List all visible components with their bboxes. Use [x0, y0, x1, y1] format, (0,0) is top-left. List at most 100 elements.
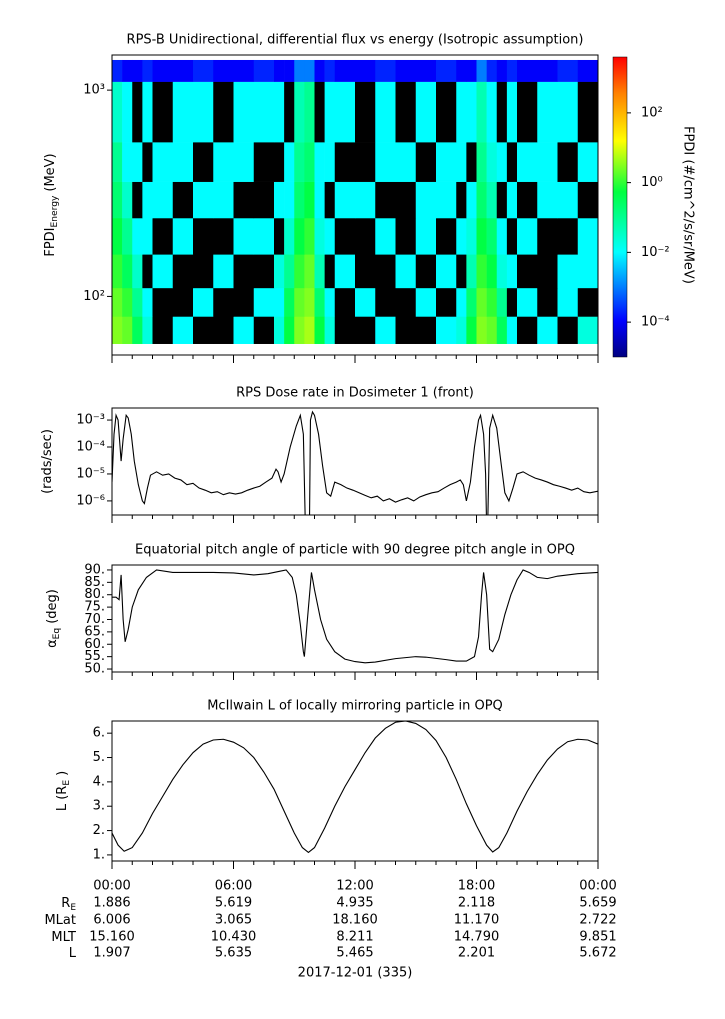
heatmap-cell — [253, 81, 275, 143]
ephemeris-value: 5.659 — [579, 896, 616, 911]
ephemeris-value: 2.201 — [458, 946, 495, 961]
y-tick-label: 65. — [84, 624, 105, 639]
heatmap-cell — [233, 254, 255, 289]
heatmap-cell — [557, 287, 579, 317]
heatmap-cell — [537, 181, 558, 219]
heatmap-cell — [172, 81, 194, 143]
heatmap-cell — [334, 59, 356, 82]
heatmap-cell — [456, 287, 467, 317]
heatmap-cell — [213, 181, 234, 219]
y-axis-label-tail: ) — [55, 771, 70, 776]
x-tick-label: 12:00 — [336, 879, 373, 894]
heatmap-cell — [395, 217, 417, 255]
heatmap-cell — [355, 316, 376, 344]
heatmap-cell — [284, 316, 295, 344]
heatmap-cell — [577, 142, 598, 182]
heatmap-cell — [456, 254, 467, 289]
heatmap-cell — [122, 142, 133, 182]
heatmap-cell — [486, 59, 498, 82]
y-tick-label: 3. — [93, 799, 105, 814]
y-tick-label: 85. — [84, 575, 105, 590]
heatmap-cell — [142, 287, 153, 317]
ephemeris-label-main: L — [69, 946, 77, 961]
y-tick-label: 50. — [84, 662, 105, 677]
heatmap-cell — [324, 287, 336, 317]
heatmap-cell — [456, 59, 467, 82]
ephemeris-label-main: MLat — [44, 913, 76, 928]
heatmap-cell — [314, 181, 325, 219]
heatmap-cell — [517, 81, 538, 143]
colorbar-tick-label: 10⁻⁴ — [641, 315, 670, 330]
heatmap-cell — [436, 142, 457, 182]
heatmap-cell — [132, 181, 143, 219]
heatmap-cell — [375, 287, 396, 317]
heatmap-cell — [324, 181, 336, 219]
heatmap-cell — [233, 217, 255, 255]
heatmap-cell — [557, 254, 579, 289]
y-axis-label: L (RE) — [55, 771, 72, 811]
heatmap-cell — [294, 316, 305, 344]
heatmap-cell — [506, 81, 518, 143]
heatmap-cell — [334, 217, 356, 255]
heatmap-cell — [577, 181, 598, 219]
heatmap-cell — [517, 59, 538, 82]
y-tick-label: 10³ — [83, 83, 105, 98]
heatmap-cell — [476, 287, 487, 317]
heatmap-cell — [375, 181, 396, 219]
heatmap-cell — [274, 59, 285, 82]
heatmap-cell — [496, 142, 508, 182]
heatmap-cell — [253, 254, 275, 289]
ephemeris-value: 5.672 — [579, 946, 616, 961]
heatmap — [112, 59, 598, 344]
heatmap-cell — [294, 254, 305, 289]
heatmap-cell — [415, 254, 437, 289]
ephemeris-value: 15.160 — [89, 930, 135, 945]
heatmap-cell — [395, 181, 417, 219]
heatmap-cell — [132, 254, 143, 289]
heatmap-cell — [517, 217, 538, 255]
y-tick-label: 5. — [93, 750, 105, 765]
heatmap-cell — [496, 254, 508, 289]
ephemeris-value: 18.160 — [332, 913, 378, 928]
y-tick-label: 55. — [84, 649, 105, 664]
y-axis-label-main: FPDI — [43, 227, 58, 256]
ephemeris-label-main: R — [61, 896, 70, 911]
heatmap-cell — [415, 287, 437, 317]
heatmap-cell — [557, 217, 579, 255]
heatmap-cell — [375, 81, 396, 143]
heatmap-cell — [395, 316, 417, 344]
heatmap-cell — [122, 316, 133, 344]
heatmap-cell — [557, 81, 579, 143]
y-tick-label: 10⁻⁶ — [76, 493, 105, 508]
heatmap-cell — [284, 287, 295, 317]
colorbar-label: FPDI (#/cm^2/s/sr/MeV) — [681, 126, 696, 284]
heatmap-cell — [506, 217, 518, 255]
heatmap-cell — [324, 217, 336, 255]
heatmap-cell — [506, 181, 518, 219]
y-axis-label: (rads/sec) — [40, 429, 55, 494]
heatmap-cell — [112, 254, 123, 289]
y-tick-label: 10² — [83, 289, 105, 304]
y-tick-label: 4. — [93, 774, 105, 789]
heatmap-cell — [334, 287, 356, 317]
x-tick-label: 06:00 — [215, 879, 252, 894]
heatmap-cell — [375, 316, 396, 344]
heatmap-cell — [334, 181, 356, 219]
heatmap-cell — [557, 316, 579, 344]
heatmap-cell — [476, 217, 487, 255]
y-axis-label-main: (rads/sec) — [40, 429, 55, 494]
heatmap-cell — [506, 142, 518, 182]
heatmap-cell — [172, 316, 194, 344]
heatmap-cell — [294, 181, 305, 219]
y-axis-label-tail: (deg) — [45, 589, 60, 624]
heatmap-cell — [456, 181, 467, 219]
heatmap-cell — [304, 217, 315, 255]
data-line — [112, 569, 598, 664]
colorbar-tick-label: 10⁻² — [641, 245, 670, 260]
heatmap-cell — [122, 254, 133, 289]
heatmap-cell — [233, 59, 255, 82]
heatmap-cell — [375, 59, 396, 82]
heatmap-cell — [476, 81, 487, 143]
heatmap-cell — [172, 287, 194, 317]
heatmap-cell — [112, 287, 123, 317]
